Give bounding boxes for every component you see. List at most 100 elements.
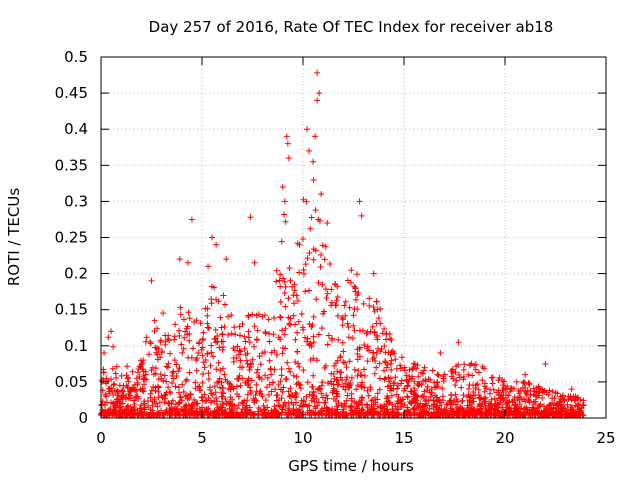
data-point <box>370 270 377 277</box>
data-point <box>220 292 227 299</box>
data-point <box>293 373 300 380</box>
data-point <box>123 382 130 389</box>
data-point <box>157 354 164 361</box>
data-point <box>304 338 311 345</box>
data-point <box>292 336 299 343</box>
data-point <box>103 393 110 400</box>
data-point <box>350 322 357 329</box>
data-point <box>339 316 346 323</box>
data-point <box>525 397 532 404</box>
data-point <box>333 297 340 304</box>
data-point <box>472 361 479 368</box>
data-point <box>280 275 287 282</box>
data-point <box>354 382 361 389</box>
data-point <box>293 393 300 400</box>
axis-ticks: 0 0.05 0.1 0.15 0.2 0.25 0.3 0.35 0.4 0.45 0.5 0 5 10… <box>55 48 616 447</box>
data-point <box>420 367 427 374</box>
data-point <box>307 340 314 347</box>
data-point <box>190 345 197 352</box>
data-point <box>393 391 400 398</box>
data-point <box>342 380 349 387</box>
data-point <box>337 410 344 417</box>
y-tick-label: 0.25 <box>55 229 88 247</box>
data-point <box>526 411 533 418</box>
data-point <box>388 385 395 392</box>
data-point <box>256 353 263 360</box>
data-point <box>483 385 490 392</box>
data-point <box>216 375 223 382</box>
data-point <box>377 404 384 411</box>
data-point <box>315 279 322 286</box>
data-point <box>371 329 378 336</box>
data-point <box>475 408 482 415</box>
data-point <box>306 147 313 154</box>
data-point <box>239 406 246 413</box>
data-point <box>520 412 527 419</box>
data-point <box>147 394 154 401</box>
data-point <box>469 372 476 379</box>
data-point <box>136 373 143 380</box>
data-point <box>443 401 450 408</box>
data-point <box>300 326 307 333</box>
data-point <box>116 382 123 389</box>
data-point <box>185 407 192 414</box>
data-point <box>310 355 317 362</box>
data-point <box>306 250 313 257</box>
data-point <box>245 312 252 319</box>
data-point <box>251 397 258 404</box>
data-point <box>511 394 518 401</box>
data-point <box>473 381 480 388</box>
data-point <box>394 385 401 392</box>
data-point <box>385 394 392 401</box>
data-point <box>285 388 292 395</box>
data-point <box>213 366 220 373</box>
data-point <box>300 270 307 277</box>
data-point <box>110 343 117 350</box>
data-point <box>456 374 463 381</box>
data-point <box>234 411 241 418</box>
data-point <box>262 329 269 336</box>
data-point <box>176 399 183 406</box>
data-point <box>253 369 260 376</box>
data-point <box>388 392 395 399</box>
data-point <box>210 353 217 360</box>
data-point <box>306 402 313 409</box>
data-point <box>205 370 212 377</box>
data-point <box>331 387 338 394</box>
data-point <box>575 401 582 408</box>
data-point <box>122 396 129 403</box>
data-point <box>133 375 140 382</box>
data-point <box>460 392 467 399</box>
data-point <box>424 383 431 390</box>
data-point <box>262 397 269 404</box>
data-point <box>309 383 316 390</box>
data-point <box>255 374 262 381</box>
data-point <box>271 366 278 373</box>
data-point <box>381 376 388 383</box>
data-point <box>407 400 414 407</box>
data-point <box>268 388 275 395</box>
data-point <box>406 373 413 380</box>
data-point <box>285 295 292 302</box>
data-point <box>253 312 260 319</box>
data-point <box>232 331 239 338</box>
data-point <box>564 411 571 418</box>
data-point <box>390 380 397 387</box>
data-point <box>315 386 322 393</box>
data-point <box>533 393 540 400</box>
data-point <box>333 403 340 410</box>
data-point <box>577 396 584 403</box>
data-point <box>259 408 266 415</box>
data-point <box>482 394 489 401</box>
data-point <box>304 403 311 410</box>
y-tick-label: 0.3 <box>64 192 88 210</box>
data-point <box>238 410 245 417</box>
data-point <box>158 407 165 414</box>
data-point <box>188 354 195 361</box>
data-point <box>279 388 286 395</box>
data-point <box>457 404 464 411</box>
data-point <box>277 336 284 343</box>
data-point <box>323 294 330 301</box>
data-point <box>107 399 114 406</box>
data-point <box>576 412 583 419</box>
